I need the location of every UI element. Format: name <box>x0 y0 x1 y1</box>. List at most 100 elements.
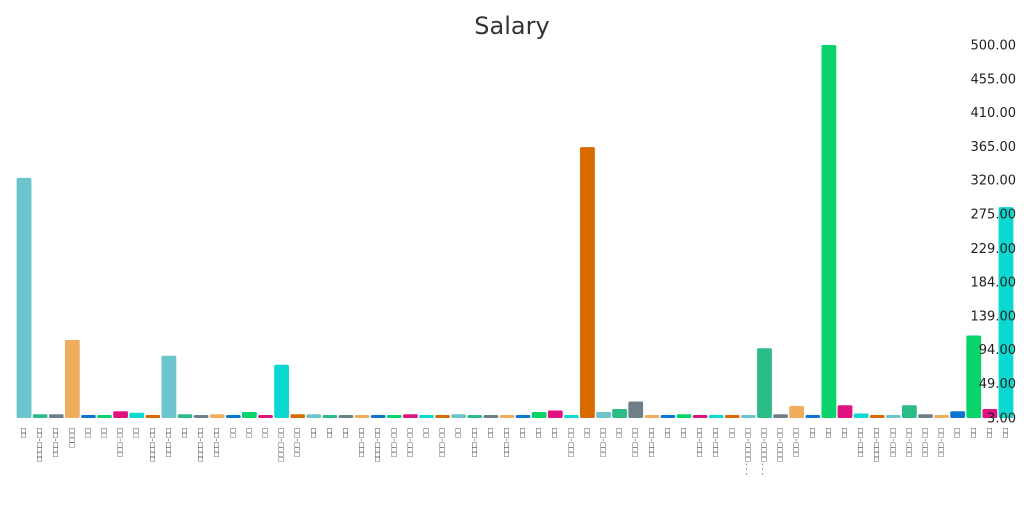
x-tick-label: □□ <box>680 428 689 438</box>
bar-53 <box>853 413 869 418</box>
x-tick-label: □□-□□□ <box>599 428 608 457</box>
bar-45 <box>724 415 740 418</box>
y-tick-label: 410.00 <box>971 106 1017 121</box>
x-tick-label: □□-□□□□... <box>760 428 769 476</box>
bar-50 <box>805 415 821 418</box>
x-tick-label: □□-□□□ <box>438 428 447 457</box>
bar-42 <box>676 414 692 418</box>
y-tick-label: 94.00 <box>979 343 1016 358</box>
y-tick-label: 320.00 <box>971 174 1017 189</box>
bar-36 <box>580 147 595 418</box>
x-tick-label: □□ <box>728 428 737 438</box>
x-tick-label: □□ <box>969 428 978 438</box>
x-tick-label: □□-□□□ <box>213 428 222 457</box>
x-tick-label: □□-□□□□ <box>197 428 206 462</box>
bar-37 <box>596 412 611 418</box>
bar-54 <box>869 415 885 418</box>
bar-40 <box>644 415 660 418</box>
x-tick-label: □□ <box>985 428 994 438</box>
bar-57 <box>918 414 933 418</box>
x-axis-ticks: □□ □□-□□□□ □□-□□□ □□□□ □□ □□ □□-□□□ □□ □□-□□□□ □□… <box>20 428 1011 476</box>
bar-61 <box>982 408 998 418</box>
bar-38 <box>612 408 628 418</box>
bar-18 <box>290 414 306 418</box>
x-tick-label: □□ <box>422 428 431 438</box>
bar-19 <box>306 414 322 418</box>
bar-49 <box>789 405 805 418</box>
bar-10 <box>161 355 177 418</box>
x-tick-label: □□-□□□ <box>116 428 125 457</box>
bar-24 <box>386 415 402 418</box>
x-tick-label: □□ <box>519 428 528 438</box>
bar-16 <box>258 415 273 418</box>
x-tick-label: □□-□□□ <box>857 428 866 457</box>
bar-26 <box>419 415 434 418</box>
x-tick-label: □□-□□□ <box>164 428 173 457</box>
bar-43 <box>692 415 708 418</box>
bar-32 <box>515 415 531 418</box>
x-tick-label: □□ <box>615 428 624 438</box>
bar-55 <box>885 415 901 418</box>
x-tick-label: □□ <box>100 428 109 438</box>
x-tick-label: □□-□□□ <box>567 428 576 457</box>
bar-47 <box>757 348 772 418</box>
y-tick-label: 184.00 <box>971 276 1017 291</box>
x-tick-label: □□-□□□ <box>792 428 801 457</box>
x-tick-label: □□-□□□ <box>921 428 930 457</box>
bar-58 <box>934 415 949 418</box>
x-tick-label: □□ <box>583 428 592 438</box>
x-tick-label: □□-□□□□ <box>36 428 45 462</box>
x-tick-label: □□ <box>181 428 190 438</box>
x-tick-label: □□ <box>840 428 849 438</box>
y-tick-label: 139.00 <box>971 309 1017 324</box>
y-tick-label: 229.00 <box>971 242 1017 257</box>
x-tick-label: □□ <box>84 428 93 438</box>
x-tick-label: □□ <box>325 428 334 438</box>
bar-8 <box>129 412 145 418</box>
y-tick-label: 3.00 <box>987 412 1016 427</box>
x-tick-label: □□-□□□ <box>502 428 511 457</box>
bar-44 <box>708 415 724 418</box>
x-tick-label: □□-□□□□... <box>744 428 753 476</box>
x-tick-label: □□-□□□ <box>889 428 898 457</box>
bar-23 <box>370 415 386 418</box>
bar-52 <box>837 405 853 418</box>
x-tick-label: □□ <box>486 428 495 438</box>
bar-15 <box>242 412 257 418</box>
x-tick-label: □□ <box>132 428 141 438</box>
x-tick-label: □□ <box>824 428 833 438</box>
bar-12 <box>193 415 209 418</box>
bar-39 <box>628 401 644 418</box>
bar-2 <box>32 414 48 418</box>
x-tick-label: □□ <box>341 428 350 438</box>
bar-3 <box>48 414 64 418</box>
bar-22 <box>354 415 370 418</box>
bar-5 <box>81 415 96 418</box>
bar-56 <box>901 405 917 418</box>
x-tick-label: □□ <box>953 428 962 438</box>
x-tick-label: □□-□□□ <box>52 428 61 457</box>
y-tick-label: 365.00 <box>971 140 1017 155</box>
bar-51 <box>821 45 837 418</box>
bar-28 <box>451 414 467 418</box>
x-tick-label: □□-□□□ <box>937 428 946 457</box>
bar-46 <box>741 415 756 418</box>
x-tick-label: □□ <box>245 428 254 438</box>
bar-27 <box>435 415 450 418</box>
x-tick-label: □□ <box>229 428 238 438</box>
bar-17 <box>274 364 289 418</box>
bar-31 <box>499 415 515 418</box>
x-tick-label: □□-□□□ <box>905 428 914 457</box>
x-tick-label: □□-□□□□ <box>873 428 882 462</box>
y-tick-label: 49.00 <box>979 377 1016 392</box>
bars-group <box>16 45 1014 418</box>
x-tick-label: □□ <box>1001 428 1010 438</box>
x-tick-label: □□ <box>309 428 318 438</box>
x-tick-label: □□-□□□ <box>470 428 479 457</box>
bar-20 <box>322 415 338 418</box>
x-tick-label: □□-□□□ <box>390 428 399 457</box>
bar-11 <box>177 414 193 418</box>
y-axis-ticks: 3.00 49.00 94.00 139.00 184.00 229.00 275.00 32… <box>971 39 1017 427</box>
x-tick-label: □□ <box>663 428 672 438</box>
